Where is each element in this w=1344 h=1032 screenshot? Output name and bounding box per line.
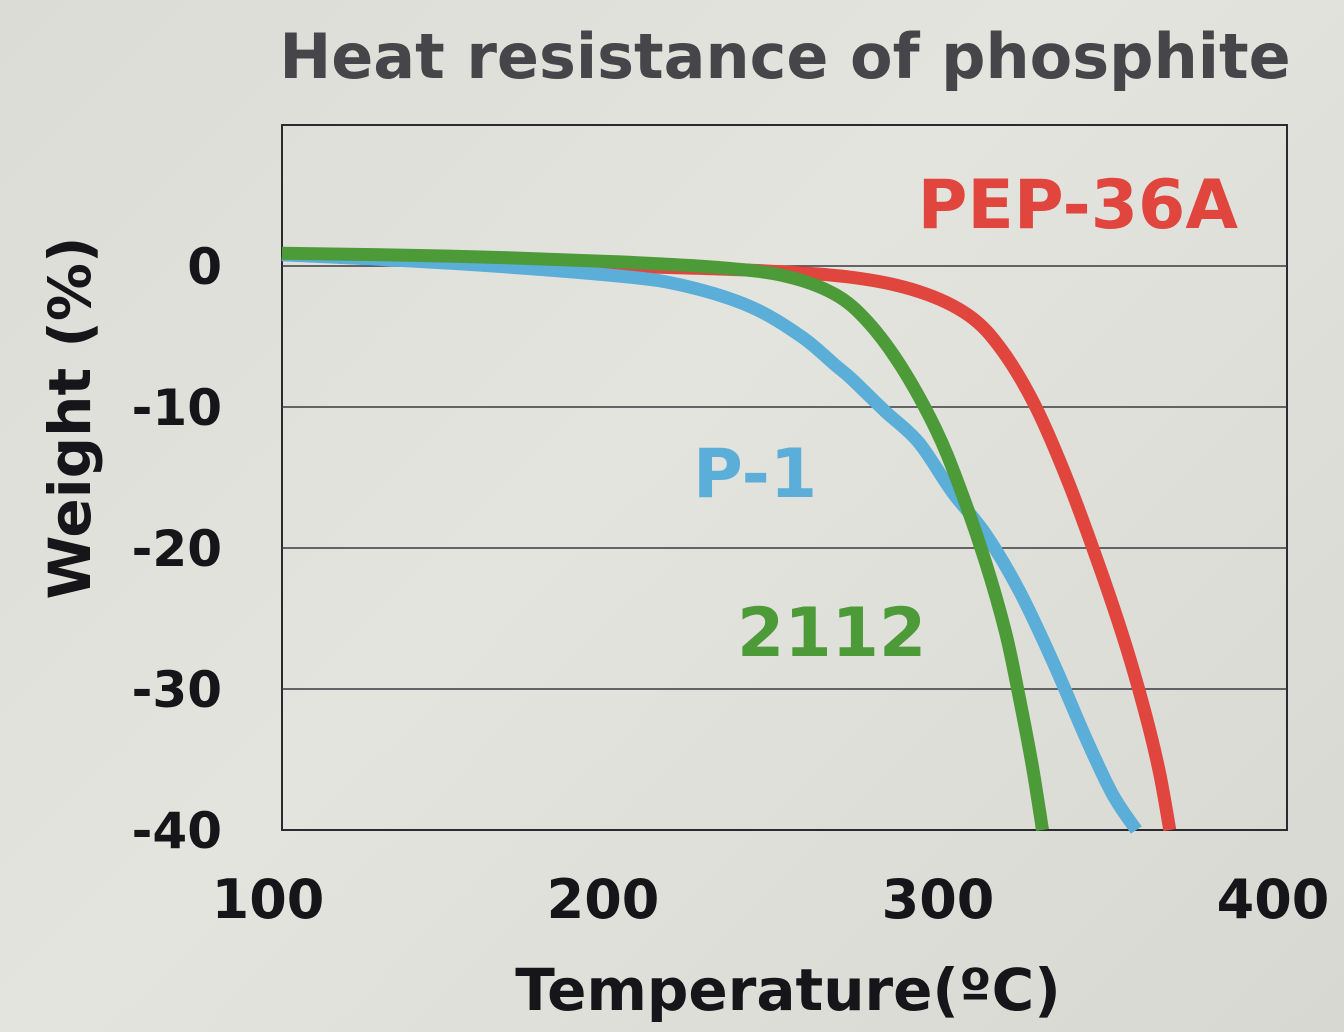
series-lines (281, 246, 1177, 834)
y-axis-ticks: 0 -10 -20 -30 -40 (132, 238, 222, 860)
y-tick-label: -10 (132, 379, 222, 437)
x-tick-label: 400 (1217, 868, 1330, 931)
x-tick-label: 100 (212, 868, 325, 931)
x-axis-label: Temperature(ºC) (515, 956, 1060, 1024)
series-label-2: 2112 (737, 594, 926, 673)
y-tick-label: -40 (132, 802, 222, 860)
series-line-0 (281, 248, 1177, 832)
chart-title: Heat resistance of phosphite (279, 20, 1290, 93)
series-label-1: P-1 (693, 435, 817, 514)
series-line-1 (281, 248, 1142, 834)
series-labels: PEP-36A P-1 2112 (693, 166, 1238, 673)
plot-area (281, 124, 1288, 831)
x-tick-label: 300 (882, 868, 995, 931)
y-tick-label: -30 (132, 661, 222, 719)
x-axis-ticks: 100 200 300 400 (212, 868, 1330, 931)
y-axis-label: Weight (%) (36, 237, 104, 600)
y-tick-label: -20 (132, 520, 222, 578)
series-label-0: PEP-36A (918, 166, 1239, 245)
series-line-2 (281, 246, 1049, 832)
x-tick-label: 200 (547, 868, 660, 931)
y-tick-label: 0 (187, 238, 222, 296)
